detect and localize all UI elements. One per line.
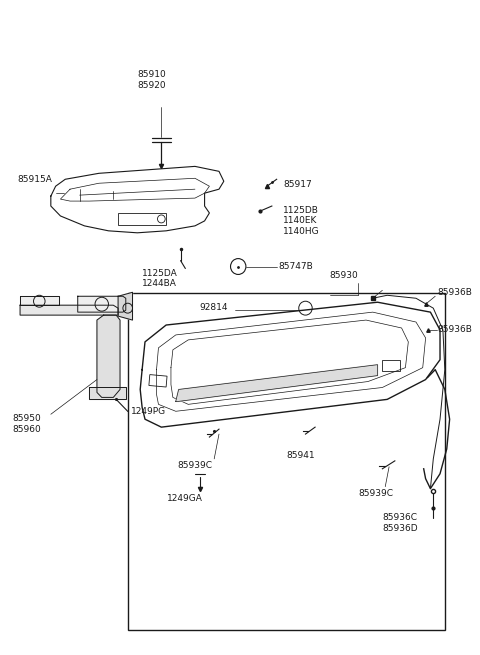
Bar bbox=[118, 213, 166, 225]
Text: 1125DB
1140EK
1140HG: 1125DB 1140EK 1140HG bbox=[283, 206, 320, 236]
Text: 85941: 85941 bbox=[287, 451, 315, 460]
Text: 85950
85960: 85950 85960 bbox=[12, 414, 41, 434]
Bar bbox=[149, 375, 167, 387]
Text: 85936B: 85936B bbox=[437, 326, 472, 335]
Polygon shape bbox=[176, 365, 378, 402]
Text: 85939C: 85939C bbox=[178, 461, 213, 470]
Text: 85936B: 85936B bbox=[437, 288, 472, 297]
Text: 1125DA
1244BA: 1125DA 1244BA bbox=[142, 269, 178, 288]
Text: 85747B: 85747B bbox=[278, 262, 313, 271]
Text: 1249PG: 1249PG bbox=[131, 407, 166, 416]
Text: 85915A: 85915A bbox=[17, 175, 52, 184]
Polygon shape bbox=[20, 305, 118, 315]
Text: 92814: 92814 bbox=[200, 303, 228, 312]
Text: 85939C: 85939C bbox=[358, 489, 393, 498]
Bar bbox=[128, 293, 445, 630]
Polygon shape bbox=[78, 296, 126, 312]
Polygon shape bbox=[89, 388, 126, 400]
Text: 85936C
85936D: 85936C 85936D bbox=[383, 514, 418, 533]
Polygon shape bbox=[20, 296, 59, 305]
Polygon shape bbox=[118, 292, 132, 320]
Bar bbox=[383, 360, 400, 371]
Text: 85917: 85917 bbox=[283, 179, 312, 189]
Text: 85930: 85930 bbox=[329, 271, 358, 280]
Text: 1249GA: 1249GA bbox=[168, 494, 204, 502]
Polygon shape bbox=[97, 315, 120, 398]
Text: 85910
85920: 85910 85920 bbox=[137, 70, 166, 90]
